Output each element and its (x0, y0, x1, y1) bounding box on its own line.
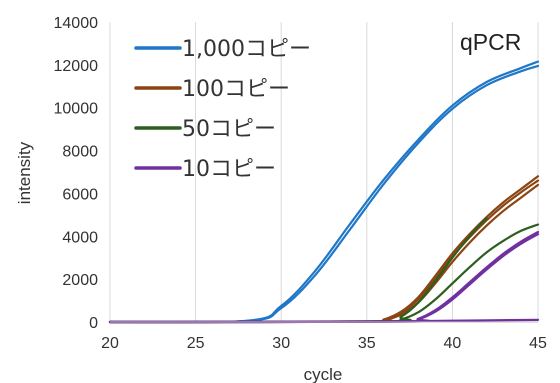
x-tick-label: 40 (444, 335, 462, 352)
x-tick-label: 35 (358, 335, 376, 352)
y-tick-label: 2000 (62, 272, 98, 289)
x-axis-label: cycle (304, 365, 343, 383)
y-tick-label: 0 (89, 315, 98, 332)
x-tick-label: 20 (101, 335, 119, 352)
legend-label: 1,000コピー (182, 37, 311, 62)
axes: 20 25 30 35 40 45 0 2000 4000 6000 8000 10000 12000 1… (54, 15, 548, 352)
y-tick-label: 14000 (54, 15, 99, 32)
legend-label: 50コピー (182, 117, 276, 142)
y-axis-label: intensity (15, 141, 34, 204)
series-line (108, 216, 488, 324)
y-tick-label: 4000 (62, 229, 98, 246)
series-layer (108, 60, 540, 324)
series-line (108, 230, 540, 324)
x-tick-label: 25 (187, 335, 205, 352)
y-tick-label: 10000 (54, 101, 99, 118)
grid-lines (109, 22, 539, 322)
series-1 (108, 175, 540, 324)
series-line (108, 179, 540, 324)
series-0 (108, 60, 540, 324)
x-tick-label: 45 (529, 335, 547, 352)
y-tick-label: 12000 (54, 58, 99, 75)
legend-label: 10コピー (182, 157, 276, 182)
legend: 1,000コピー 100コピー 50コピー 10コピー (134, 37, 311, 182)
legend-label: 100コピー (182, 77, 290, 102)
series-line (108, 175, 540, 324)
series-line (108, 183, 540, 324)
y-tick-label: 8000 (62, 144, 98, 161)
qpcr-annotation: qPCR (460, 29, 521, 55)
x-tick-label: 30 (272, 335, 290, 352)
y-tick-label: 6000 (62, 186, 98, 203)
series-3 (108, 230, 540, 324)
series-line (108, 60, 540, 324)
series-line (108, 64, 540, 324)
